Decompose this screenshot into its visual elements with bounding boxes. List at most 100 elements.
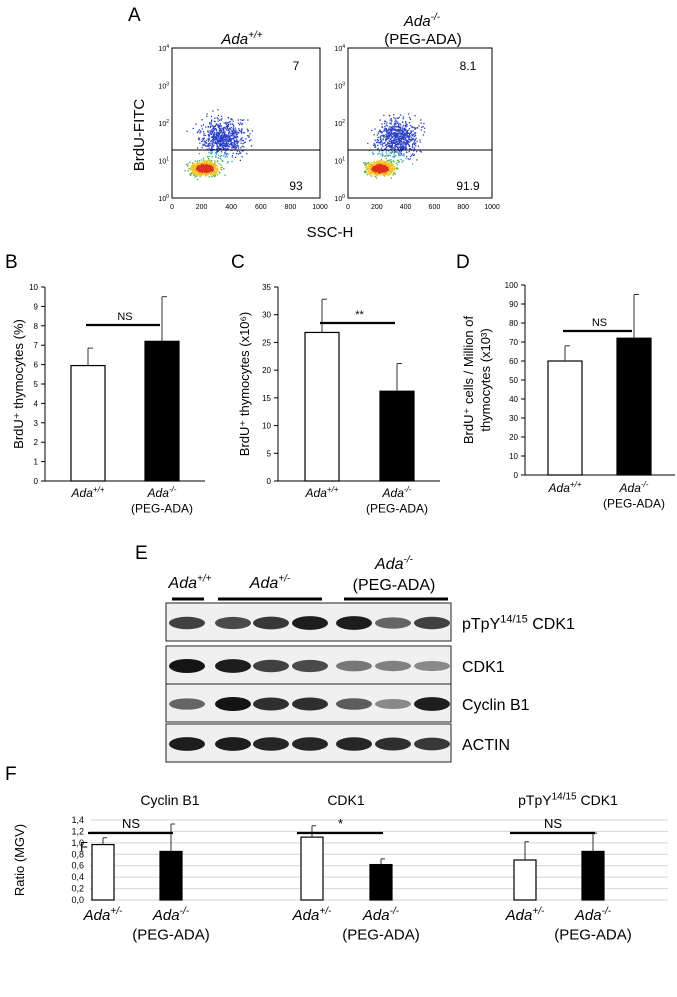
flow-event-dot — [412, 138, 415, 140]
flow-event-dot — [377, 166, 380, 169]
flow-event-dot — [368, 168, 370, 170]
flow-event-dot — [381, 164, 384, 166]
flow-event-dot — [365, 165, 367, 167]
flow-event-dot — [390, 152, 393, 155]
flow-event-dot — [201, 171, 203, 174]
flow-event-dot — [200, 164, 202, 166]
flow-event-dot — [391, 132, 394, 135]
bar-control — [70, 364, 106, 482]
flow-event-dot — [398, 124, 400, 126]
flow-event-dot — [393, 156, 395, 159]
flow-event-dot — [218, 154, 220, 156]
flow-event-dot — [241, 139, 243, 142]
flow-event-dot — [194, 169, 197, 171]
flow-event-dot — [185, 163, 188, 166]
flow-event-dot — [382, 134, 384, 137]
flow-event-dot — [234, 136, 236, 139]
flow-event-dot — [242, 132, 245, 134]
flow-event-dot — [229, 138, 231, 140]
flow-event-dot — [214, 160, 216, 162]
y-tick-label: 6 — [34, 361, 39, 370]
flow-event-dot — [232, 120, 234, 122]
bar-treated — [369, 863, 393, 901]
flow-event-dot — [207, 131, 209, 133]
flow-event-dot — [201, 164, 203, 166]
flow-event-dot — [405, 124, 407, 126]
blot-band — [253, 659, 289, 673]
flow-event-dot — [405, 147, 408, 150]
flow-event-dot — [409, 118, 412, 120]
flow-event-dot — [197, 165, 199, 167]
flow-event-dot — [198, 163, 200, 166]
flow-event-dot — [230, 118, 232, 120]
flow-event-dot — [201, 146, 203, 149]
flow-event-dot — [209, 167, 211, 170]
flow-event-dot — [208, 170, 210, 173]
flow-event-dot — [232, 127, 235, 129]
flow-event-dot — [406, 130, 409, 132]
flow-event-dot — [381, 126, 383, 128]
flow-event-dot — [208, 159, 210, 161]
flow-event-dot — [237, 147, 240, 149]
flow-event-dot — [411, 163, 414, 165]
x-category-label: Ada+/+ — [305, 485, 339, 500]
flow-event-dot — [192, 162, 194, 165]
flow-event-dot — [386, 122, 388, 124]
flow-event-dot — [219, 131, 221, 134]
flow-event-dot — [206, 145, 208, 147]
flow-event-dot — [376, 164, 379, 166]
flow-event-dot — [225, 124, 228, 126]
flow-event-dot — [387, 138, 390, 140]
flow-event-dot — [219, 145, 221, 147]
flow-event-dot — [216, 117, 218, 119]
flow-event-dot — [384, 128, 386, 130]
flow-event-dot — [215, 165, 217, 168]
flow-event-dot — [223, 134, 225, 136]
flow-event-dot — [386, 133, 388, 135]
flow-event-dot — [394, 144, 397, 146]
flow-event-dot — [226, 140, 228, 142]
flow-event-dot — [384, 166, 387, 168]
flow-event-dot — [212, 130, 214, 132]
flow-event-dot — [375, 170, 377, 173]
flow-event-dot — [376, 134, 379, 136]
flow-event-dot — [404, 139, 407, 141]
flow-event-dot — [227, 144, 229, 147]
flow-event-dot — [403, 142, 405, 144]
flow-event-dot — [227, 145, 230, 148]
flow-event-dot — [399, 135, 401, 138]
flow-event-dot — [376, 161, 378, 163]
flow-event-dot — [370, 170, 373, 173]
flow-event-dot — [206, 145, 209, 147]
flow-event-dot — [218, 163, 220, 165]
flow-event-dot — [222, 145, 224, 147]
flow-event-dot — [207, 172, 210, 174]
flow-event-dot — [390, 141, 392, 143]
flow-event-dot — [373, 174, 375, 176]
flow-event-dot — [221, 118, 223, 120]
y-tick-label: 1,2 — [71, 826, 84, 836]
blot-band — [215, 659, 251, 673]
flow-event-dot — [221, 144, 223, 146]
flow-event-dot — [398, 126, 400, 129]
flow-event-dot — [415, 145, 417, 147]
flow-event-dot — [364, 164, 366, 166]
flow-event-dot — [222, 135, 224, 137]
flow-event-dot — [389, 134, 392, 136]
flow-event-dot — [393, 139, 396, 141]
flow-event-dot — [387, 130, 390, 132]
flow-event-dot — [209, 125, 212, 128]
flow-event-dot — [189, 168, 192, 170]
blot-band — [375, 698, 411, 710]
flow-event-dot — [389, 130, 392, 132]
flow-event-dot — [217, 145, 219, 148]
flow-event-dot — [230, 141, 232, 143]
flow-event-dot — [395, 122, 397, 124]
flow-event-dot — [241, 128, 243, 130]
flow-ylabel: BrdU-FITC — [131, 99, 148, 172]
flow-event-dot — [198, 169, 200, 172]
flow-event-dot — [377, 132, 380, 135]
flow-event-dot — [236, 140, 239, 142]
flow-event-dot — [407, 142, 409, 144]
flow-event-dot — [218, 137, 220, 139]
